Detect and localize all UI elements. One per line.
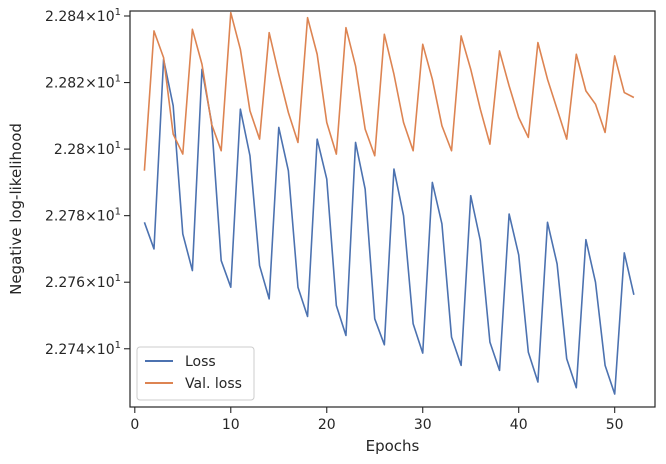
y-tick-label: 2.276×101 [45, 273, 121, 291]
y-tick-label: 2.278×101 [45, 207, 121, 225]
y-tick-label: 2.284×101 [45, 7, 121, 25]
x-tick-label: 30 [414, 417, 432, 433]
x-tick-label: 20 [318, 417, 336, 433]
plot-frame [129, 10, 656, 408]
y-axis-label: Negative log-likelihood [7, 123, 25, 295]
y-tick-label: 2.28×101 [54, 140, 121, 158]
x-axis: 0 10 20 30 40 50 [130, 407, 624, 433]
legend-label-loss: Loss [185, 354, 216, 370]
y-tick-label: 2.282×101 [45, 74, 121, 92]
x-tick-label: 0 [130, 417, 139, 433]
x-tick-label: 50 [606, 417, 624, 433]
x-axis-label: Epochs [366, 437, 420, 455]
plot-lines [143, 11, 635, 395]
legend-label-val-loss: Val. loss [185, 376, 242, 392]
x-tick-label: 40 [510, 417, 528, 433]
series-line-val-loss [143, 11, 635, 171]
y-tick-label: 2.274×101 [45, 340, 121, 358]
series-line-loss [143, 58, 635, 395]
x-tick-label: 10 [222, 417, 240, 433]
y-axis: 2.274×101 2.276×101 2.278×101 2.28×101 2.282… [45, 7, 130, 358]
legend: Loss Val. loss [136, 346, 255, 401]
